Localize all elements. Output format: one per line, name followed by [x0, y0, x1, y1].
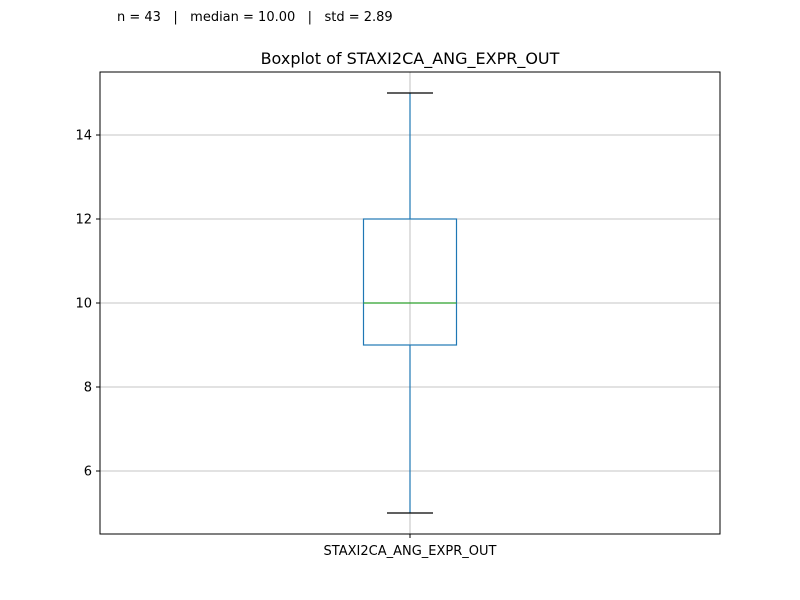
y-tick-label: 6 — [84, 465, 92, 480]
summary-stats: n = 43 | median = 10.00 | std = 2.89 — [117, 9, 393, 27]
y-tick-label: 14 — [75, 129, 92, 144]
x-tick-label: STAXI2CA_ANG_EXPR_OUT — [324, 544, 497, 559]
median-stat: median = 10.00 — [190, 10, 296, 25]
chart-title: Boxplot of STAXI2CA_ANG_EXPR_OUT — [261, 49, 560, 69]
y-tick-label: 12 — [75, 213, 92, 228]
box-elements — [362, 92, 458, 514]
separator-2: | — [307, 10, 313, 25]
std-stat: std = 2.89 — [324, 10, 393, 25]
separator-1: | — [173, 10, 178, 25]
y-tick-label: 8 — [84, 381, 92, 396]
iqr-box — [362, 218, 458, 346]
axis-ticks: 6 8 10 12 14 STAXI2CA_ANG_EXPR_OUT — [75, 129, 496, 560]
n-count: n = 43 — [117, 10, 161, 25]
y-tick-label: 10 — [75, 297, 92, 312]
